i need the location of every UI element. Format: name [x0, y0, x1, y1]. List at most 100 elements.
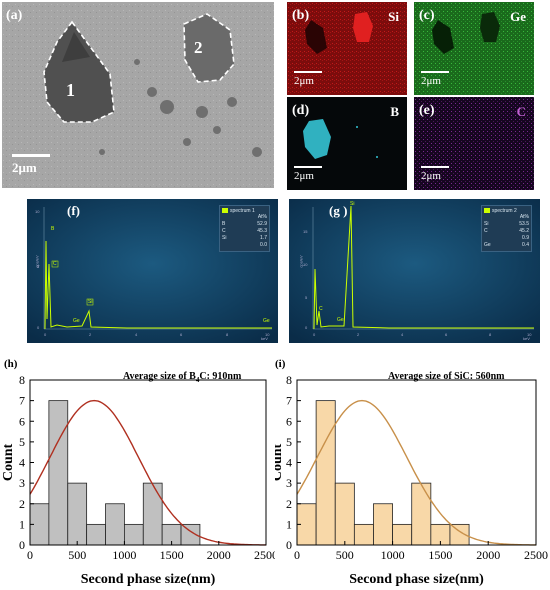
- x-tick: 10: [527, 332, 532, 337]
- y-tick-label: 8: [19, 373, 25, 387]
- y-tick-label: 5: [19, 435, 25, 449]
- y-tick: 5: [37, 264, 40, 269]
- peak-label: C: [53, 261, 57, 267]
- peak-label: C: [319, 306, 323, 312]
- histogram-sic: 0 500 1000 1500 2000 2500 0 1 2 3 4 5 6 7 8 Second phas…: [275, 358, 548, 587]
- y-tick-label: 1: [286, 517, 292, 531]
- spectrum-2-legend: spectrum 2 At% Si 53.5 C 45.2 0.9 Ge 0.4: [481, 205, 532, 252]
- x-axis-label: Second phase size(nm): [81, 572, 216, 587]
- x-tick-label: 1000: [381, 548, 405, 562]
- histogram-bar: [353, 523, 374, 546]
- y-tick: 10: [303, 262, 308, 267]
- y-tick: 10: [35, 209, 40, 214]
- x-tick: 10: [265, 332, 270, 337]
- y-tick-label: 7: [19, 394, 25, 408]
- panel-label-c: (c): [419, 8, 435, 23]
- histogram-bar: [48, 400, 69, 546]
- y-tick-label: 5: [286, 435, 292, 449]
- x-tick-label: 1000: [112, 548, 136, 562]
- y-axis-label: Count: [1, 443, 16, 481]
- scale-bar-e: 2μm: [421, 166, 449, 182]
- x-tick: 8: [489, 332, 492, 337]
- y-tick-label: 2: [286, 497, 292, 511]
- y-tick-label: 8: [286, 373, 292, 387]
- y-tick-label: 6: [19, 414, 25, 428]
- y-tick-label: 4: [286, 456, 292, 470]
- fit-curve: [296, 399, 536, 546]
- sem-image-panel: (a) 1 2 2μm: [2, 2, 274, 188]
- x-axis-label: keV: [523, 336, 530, 341]
- histogram-bar: [105, 503, 125, 546]
- element-label-ge: Ge: [510, 9, 526, 24]
- spectrum-1-label: (f): [67, 203, 80, 218]
- histogram-bar: [67, 482, 88, 546]
- x-tick: 0: [313, 332, 316, 337]
- eds-map-b: (d) B 2μm: [287, 97, 407, 190]
- peak-label: Si: [88, 299, 93, 305]
- x-tick-label: 0: [294, 548, 300, 562]
- histogram-bar: [392, 523, 413, 546]
- histogram-bar: [124, 523, 144, 546]
- element-label-si: Si: [388, 9, 399, 24]
- histogram-bar: [86, 523, 106, 546]
- x-tick: 4: [135, 332, 138, 337]
- spectrum-1-trace: [44, 240, 272, 330]
- y-tick-label: 3: [19, 476, 25, 490]
- histogram-b4c: 0 500 1000 1500 2000 2500 0 1 2 3 4 5 6 7 8 Second phas…: [1, 358, 275, 587]
- scale-bar-label: 2μm: [12, 160, 37, 175]
- x-tick-label: 0: [27, 548, 33, 562]
- element-label-c: C: [516, 104, 526, 119]
- region-2-label: 2: [194, 38, 203, 57]
- x-tick-label: 2000: [476, 548, 500, 562]
- y-axis-label: Count: [275, 443, 285, 481]
- peak-label: Ge: [263, 318, 270, 324]
- x-tick: 6: [445, 332, 448, 337]
- histogram-bar: [411, 482, 432, 546]
- x-tick-label: 2500: [524, 548, 548, 562]
- x-tick: 8: [226, 332, 229, 337]
- y-tick-label: 4: [19, 456, 25, 470]
- y-tick-label: 0: [286, 538, 292, 552]
- y-tick-label: 1: [19, 517, 25, 531]
- element-label-b: B: [390, 104, 399, 119]
- eds-spectrum-2: (g ) Si C Ge cps/eV 0 5 10 15 0 2 4 6 8 …: [289, 199, 540, 343]
- x-tick-label: 500: [336, 548, 354, 562]
- scale-bar-b: 2μm: [294, 71, 322, 87]
- x-tick-label: 2000: [207, 548, 231, 562]
- y-tick: 0: [305, 325, 308, 330]
- scale-bar: 2μm: [12, 154, 50, 176]
- histogram-bar: [373, 503, 394, 546]
- x-tick-label: 500: [68, 548, 86, 562]
- histogram-bar: [142, 482, 163, 546]
- x-axis-label: Second phase size(nm): [349, 572, 484, 587]
- x-tick-label: 1500: [160, 548, 184, 562]
- y-tick: 0: [37, 325, 40, 330]
- fit-curve: [29, 399, 266, 546]
- scale-bar-c: 2μm: [421, 71, 449, 87]
- panel-label-b: (b): [292, 8, 310, 23]
- x-tick: 2: [89, 332, 92, 337]
- spectrum-1-legend: spectrum 1 At% B 52.9 C 45.3 Si 1.7 0.0: [219, 205, 270, 252]
- y-tick-label: 7: [286, 394, 292, 408]
- spectrum-2-label: (g ): [329, 203, 348, 218]
- eds-map-si: (b) Si 2μm: [287, 2, 407, 95]
- x-tick-label: 2500: [254, 548, 275, 562]
- y-tick: 15: [303, 229, 308, 234]
- panel-label: (h): [4, 358, 18, 370]
- peak-label: Ge: [337, 317, 344, 323]
- eds-spectrum-1: (f) B C Ge Si Ge cps/eV 0 5 10 0 2 4 6 8…: [27, 199, 278, 343]
- panel-label: (i): [275, 358, 286, 370]
- eds-map-c: (e) C 2μm: [414, 97, 534, 190]
- x-tick: 0: [44, 332, 47, 337]
- x-tick: 6: [180, 332, 183, 337]
- y-tick-label: 6: [286, 414, 292, 428]
- y-tick: 5: [305, 295, 308, 300]
- average-size-annotation: Average size of B4C: 910nm: [123, 371, 242, 384]
- sem-image: [2, 2, 274, 188]
- scale-bar-d: 2μm: [294, 166, 322, 182]
- x-axis-label: keV: [261, 336, 268, 341]
- panel-label-a: (a): [6, 8, 23, 23]
- region-2-shape: [183, 13, 235, 83]
- y-tick-label: 3: [286, 476, 292, 490]
- region-1-shape: [43, 20, 115, 123]
